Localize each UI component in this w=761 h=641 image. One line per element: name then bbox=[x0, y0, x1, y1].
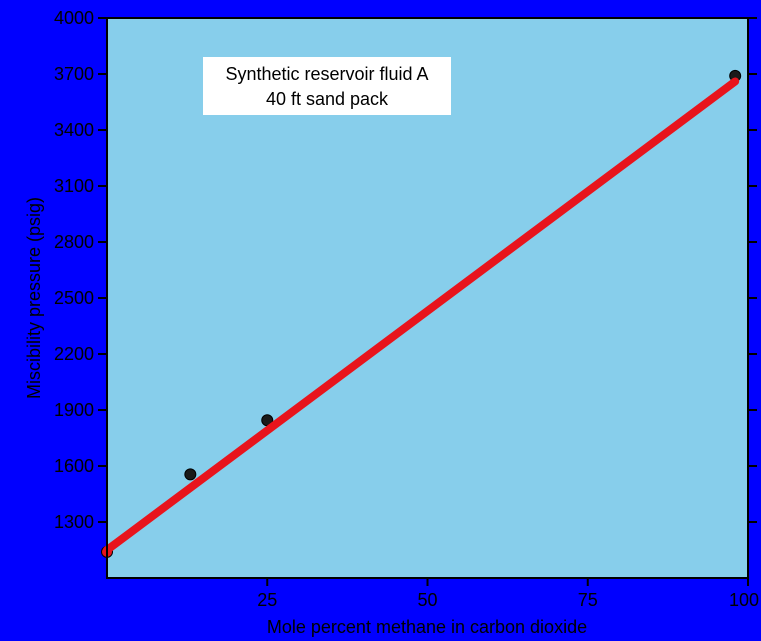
y-tick-label: 2200 bbox=[54, 344, 94, 364]
y-tick-label: 3700 bbox=[54, 64, 94, 84]
data-point bbox=[184, 468, 197, 481]
y-tick-label: 3100 bbox=[54, 176, 94, 196]
y-tick-label: 4000 bbox=[54, 8, 94, 28]
x-tick-label: 75 bbox=[578, 590, 598, 610]
y-tick-label: 2500 bbox=[54, 288, 94, 308]
annotation-background bbox=[203, 57, 451, 115]
y-tick-label: 1900 bbox=[54, 400, 94, 420]
y-tick-label: 1600 bbox=[54, 456, 94, 476]
annotation-line-2: 40 ft sand pack bbox=[266, 89, 389, 109]
y-ticks: 1300 1600 1900 2200 2500 2800 3100 3400 3700 4000 bbox=[54, 8, 757, 532]
x-axis-title: Mole percent methane in carbon dioxide bbox=[267, 617, 587, 637]
x-ticks: 25 50 75 100 bbox=[257, 578, 759, 610]
annotation-box: Synthetic reservoir fluid A 40 ft sand p… bbox=[203, 57, 451, 115]
annotation-line-1: Synthetic reservoir fluid A bbox=[225, 64, 428, 84]
y-tick-label: 1300 bbox=[54, 512, 94, 532]
y-tick-label: 2800 bbox=[54, 232, 94, 252]
data-marks bbox=[101, 69, 742, 558]
x-tick-label: 100 bbox=[729, 590, 759, 610]
y-axis-title: Miscibility pressure (psig) bbox=[24, 197, 44, 399]
left-strip bbox=[0, 0, 10, 641]
fit-line bbox=[103, 77, 740, 554]
x-tick-label: 50 bbox=[417, 590, 437, 610]
y-tick-label: 3400 bbox=[54, 120, 94, 140]
plot-border bbox=[106, 17, 749, 579]
x-tick-label: 25 bbox=[257, 590, 277, 610]
